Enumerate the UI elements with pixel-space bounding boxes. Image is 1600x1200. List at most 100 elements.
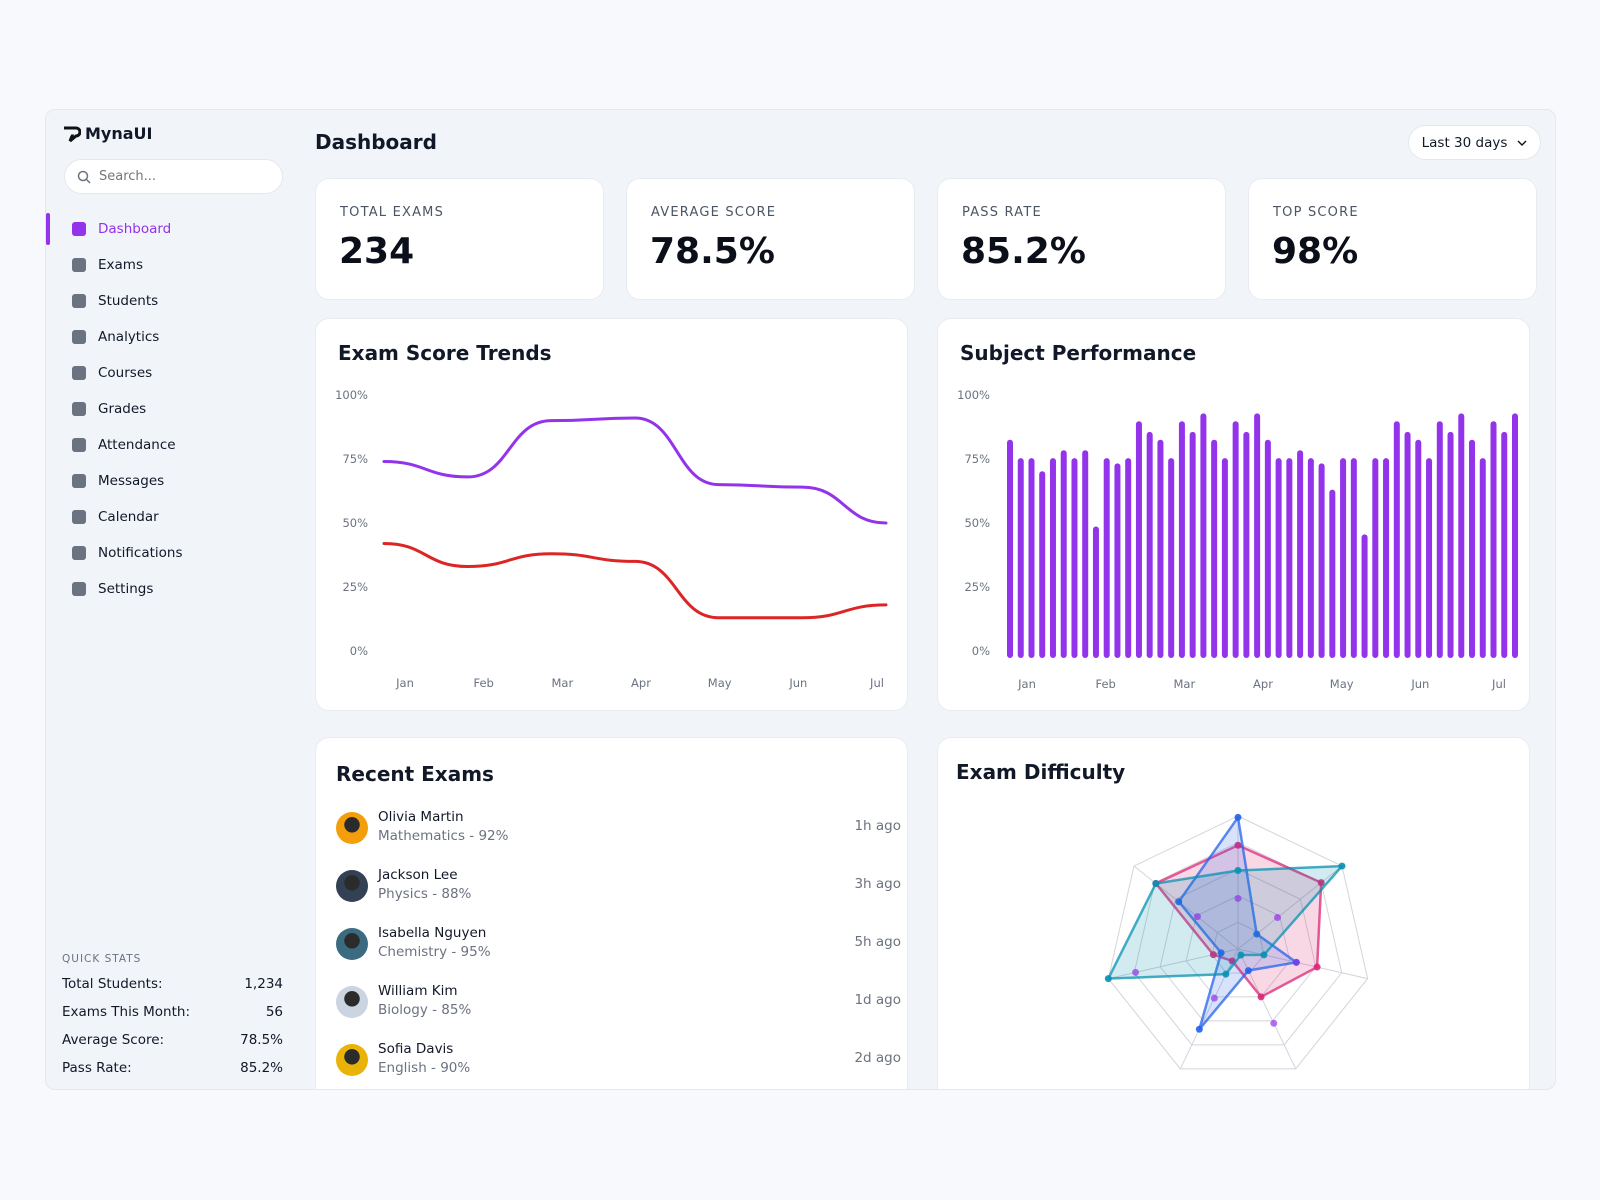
home-icon — [72, 222, 86, 236]
bar — [1447, 431, 1454, 658]
student-name: Olivia Martin — [378, 809, 464, 825]
search-input[interactable] — [99, 169, 259, 184]
card-title: Recent Exams — [336, 762, 494, 786]
bar — [1458, 413, 1465, 658]
timestamp: 2d ago — [854, 1050, 901, 1066]
card-title: Exam Difficulty — [956, 760, 1126, 784]
bar — [1028, 458, 1035, 658]
timestamp: 5h ago — [854, 934, 901, 950]
sidebar-item-label: Exams — [98, 257, 143, 273]
student-name: Jackson Lee — [378, 867, 458, 883]
bar — [1286, 458, 1293, 658]
x-tick-label: Mar — [1173, 677, 1195, 691]
bar — [1264, 439, 1271, 658]
y-tick-label: 50% — [342, 516, 368, 530]
sidebar-item-courses[interactable]: Courses — [46, 355, 296, 391]
radar-point — [1260, 951, 1268, 959]
sidebar-item-dashboard[interactable]: Dashboard — [46, 211, 296, 247]
sidebar-item-notifications[interactable]: Notifications — [46, 535, 296, 571]
bar — [1404, 431, 1411, 658]
quick-stat-label: Exams This Month: — [62, 1004, 191, 1020]
y-tick-label: 0% — [972, 644, 990, 658]
bar — [1146, 431, 1153, 658]
bar — [1383, 458, 1390, 658]
bar — [1490, 421, 1497, 658]
stat-label: TOTAL EXAMS — [340, 205, 445, 220]
bar — [1232, 421, 1239, 658]
sidebar-item-settings[interactable]: Settings — [46, 571, 296, 607]
radar-point — [1237, 951, 1245, 959]
sidebar-item-label: Students — [98, 293, 159, 309]
avatar — [336, 812, 368, 844]
sidebar-item-students[interactable]: Students — [46, 283, 296, 319]
exam-difficulty-card: Exam Difficulty — [937, 737, 1530, 1089]
exam-subject-score: Biology - 85% — [378, 1002, 472, 1018]
radar-point — [1193, 913, 1201, 921]
list-item[interactable]: William Kim Biology - 85% 1d ago — [336, 983, 901, 1036]
bar — [1307, 458, 1314, 658]
sidebar-item-label: Settings — [98, 581, 154, 597]
student-name: William Kim — [378, 983, 458, 999]
stat-value: 234 — [339, 231, 415, 272]
timestamp: 3h ago — [854, 876, 901, 892]
bar — [1221, 458, 1228, 658]
bar — [1254, 413, 1261, 658]
y-tick-label: 50% — [964, 516, 990, 530]
exam-subject-score: Mathematics - 92% — [378, 828, 509, 844]
bar — [1178, 421, 1185, 658]
sidebar-item-exams[interactable]: Exams — [46, 247, 296, 283]
quick-stat-label: Average Score: — [62, 1032, 165, 1048]
list-item[interactable]: Sofia Davis English - 90% 2d ago — [336, 1041, 901, 1089]
sidebar-item-messages[interactable]: Messages — [46, 463, 296, 499]
radar-point — [1104, 975, 1112, 983]
list-item[interactable]: Isabella Nguyen Chemistry - 95% 5h ago — [336, 925, 901, 978]
bar — [1135, 421, 1142, 658]
radar-point — [1234, 867, 1242, 875]
radar-point — [1152, 879, 1160, 887]
radar-point — [1234, 894, 1242, 902]
bar — [1071, 458, 1078, 658]
sidebar-item-label: Dashboard — [98, 221, 172, 237]
search-box[interactable] — [64, 159, 283, 194]
bar — [1039, 471, 1046, 658]
bar — [1393, 421, 1400, 658]
bar — [1361, 534, 1368, 658]
radar-point — [1234, 841, 1242, 849]
stat-card: AVERAGE SCORE 78.5% — [626, 178, 915, 300]
bar — [1082, 450, 1089, 658]
bar — [1415, 439, 1422, 658]
date-range-select[interactable]: Last 30 days — [1408, 125, 1541, 160]
bar — [1211, 439, 1218, 658]
sidebar-item-attendance[interactable]: Attendance — [46, 427, 296, 463]
book-check-icon — [72, 258, 86, 272]
x-tick-label: May — [1330, 677, 1354, 691]
x-tick-label: Jan — [1017, 677, 1036, 691]
list-item[interactable]: Jackson Lee Physics - 88% 3h ago — [336, 867, 901, 920]
timestamp: 1h ago — [854, 818, 901, 834]
exam-score-trends-card: Exam Score Trends 0% 25% 50% 75% 100% Jan Feb M… — [315, 318, 908, 711]
line-chart: 0% 25% 50% 75% 100% Jan Feb Mar Apr May Jun Jul — [335, 388, 888, 690]
radar-point — [1338, 862, 1346, 870]
brand-logo[interactable]: MynaUI — [63, 124, 152, 143]
sidebar-item-calendar[interactable]: Calendar — [46, 499, 296, 535]
x-tick-label: Feb — [473, 676, 493, 690]
radar-point — [1222, 970, 1230, 978]
stat-label: TOP SCORE — [1273, 205, 1359, 220]
bar — [1103, 458, 1110, 658]
inbox-check-icon — [72, 402, 86, 416]
bar — [1114, 463, 1121, 658]
sidebar-item-label: Notifications — [98, 545, 183, 561]
sidebar-item-grades[interactable]: Grades — [46, 391, 296, 427]
stat-label: PASS RATE — [962, 205, 1042, 220]
bar — [1340, 458, 1347, 658]
x-tick-label: Jun — [788, 676, 807, 690]
bell-icon — [72, 546, 86, 560]
sidebar-item-analytics[interactable]: Analytics — [46, 319, 296, 355]
radar-point — [1257, 993, 1265, 1001]
radar-series — [1153, 843, 1323, 999]
list-item[interactable]: Olivia Martin Mathematics - 92% 1h ago — [336, 809, 901, 862]
bar — [1372, 458, 1379, 658]
radar-point — [1195, 1025, 1203, 1033]
radar-chart — [1104, 813, 1369, 1070]
message-square-icon — [72, 366, 86, 380]
